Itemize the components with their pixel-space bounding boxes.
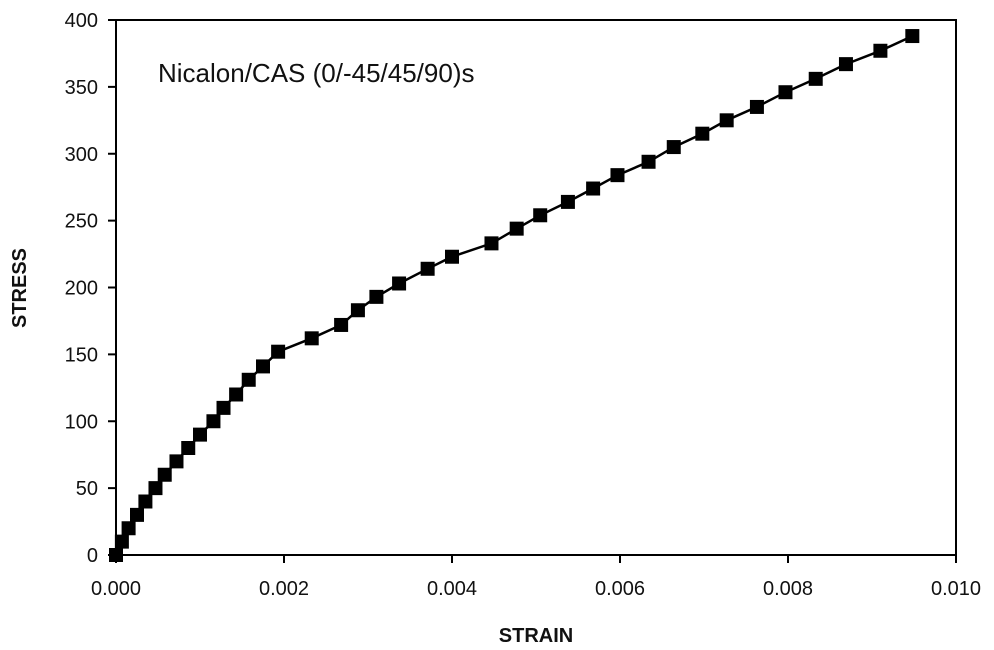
y-tick-label: 350 [65, 77, 98, 99]
data-point [695, 126, 710, 141]
data-point [130, 507, 144, 522]
data-point [216, 400, 231, 415]
y-axis-title: STRESS [9, 248, 31, 328]
x-tick-label: 0.008 [763, 578, 813, 600]
data-point [873, 43, 888, 58]
y-tick-label: 150 [65, 344, 98, 366]
data-point [256, 359, 270, 374]
data-point [369, 289, 384, 304]
y-tick-label: 400 [65, 10, 98, 32]
data-point [392, 276, 407, 291]
data-point [193, 427, 207, 442]
data-point [749, 99, 764, 114]
data-point [420, 261, 435, 276]
y-tick-label: 0 [87, 545, 98, 567]
data-point [181, 441, 196, 455]
axes: 0.000 0.002 0.004 0.006 0.008 0.010 0 50 100 150 2… [65, 10, 981, 600]
y-tick-label: 100 [65, 411, 98, 433]
x-tick-label: 0.006 [595, 578, 645, 600]
x-tick-label: 0.010 [931, 578, 981, 600]
data-point [229, 387, 244, 402]
data-point [114, 534, 129, 549]
data-point [719, 113, 734, 128]
data-point [169, 454, 184, 469]
y-tick-label: 300 [65, 144, 98, 166]
data-point [350, 303, 365, 318]
data-point [610, 168, 625, 183]
data-point [560, 194, 575, 209]
data-point [121, 521, 136, 536]
x-tick-label: 0.004 [427, 578, 477, 600]
data-point [533, 208, 548, 223]
x-axis-title: STRAIN [499, 625, 573, 647]
data-point [445, 249, 459, 264]
data-point [304, 331, 319, 346]
data-point [241, 372, 256, 387]
x-tick-label: 0.002 [259, 578, 309, 600]
plot-frame [115, 19, 957, 556]
data-point [148, 481, 163, 496]
y-tick-label: 250 [65, 211, 98, 233]
plot-area [115, 19, 957, 556]
data-point [641, 154, 656, 169]
data-point [778, 85, 793, 100]
data-point [838, 57, 853, 72]
data-point [334, 317, 349, 332]
data-point [109, 548, 123, 562]
data-point [808, 71, 823, 86]
data-point [666, 140, 681, 155]
data-point [586, 181, 601, 196]
y-tick-label: 50 [76, 478, 98, 500]
y-tick-label: 200 [65, 278, 98, 300]
chart-annotation: Nicalon/CAS (0/-45/45/90)s [158, 58, 474, 88]
data-point [157, 467, 172, 482]
data-point [509, 221, 524, 236]
series-line [114, 34, 913, 556]
series-layer [109, 29, 920, 562]
data-point [206, 414, 221, 429]
data-point [905, 29, 920, 44]
x-tick-label: 0.000 [91, 578, 141, 600]
data-point [271, 344, 286, 359]
data-point [484, 236, 499, 251]
data-point [138, 494, 153, 509]
